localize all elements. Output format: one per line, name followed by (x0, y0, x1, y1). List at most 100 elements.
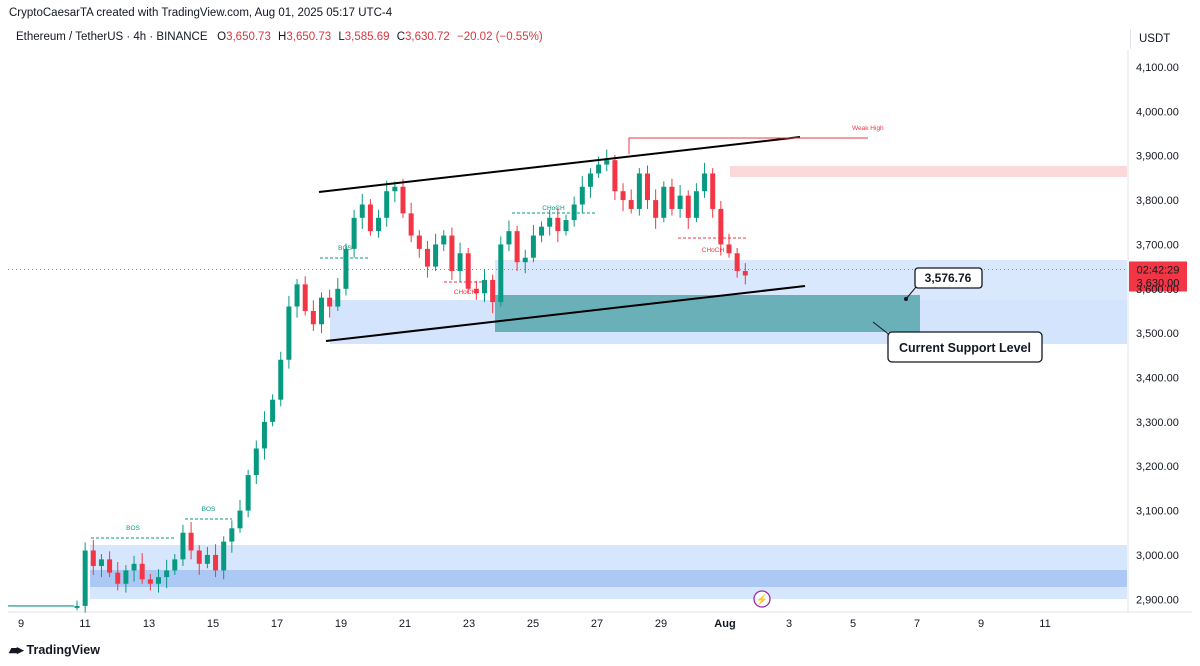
candle-body (416, 235, 422, 249)
y-tick-label: 3,700.00 (1136, 239, 1179, 251)
x-tick-label: 13 (143, 618, 155, 630)
candle-body (547, 217, 553, 227)
callout-anchor (904, 297, 908, 301)
candle-body (384, 191, 390, 218)
x-tick-label: 7 (914, 618, 920, 630)
candle-body (441, 235, 447, 245)
candle-body (82, 550, 88, 606)
candle-body (172, 559, 178, 571)
candle-body (237, 510, 243, 529)
high-label: H (278, 31, 287, 43)
candle-body (294, 284, 300, 307)
candle-body (718, 208, 724, 245)
candle-body (310, 310, 316, 325)
x-tick-label: 5 (850, 618, 856, 630)
candle-body (367, 204, 373, 232)
candle-body (335, 288, 341, 307)
candle-body (693, 191, 699, 218)
support-callout[interactable]: 3,576.76 (904, 267, 983, 301)
candle-body (319, 297, 324, 325)
x-tick-label: 11 (79, 618, 90, 630)
candle-body (645, 173, 650, 201)
candle-body (123, 570, 129, 584)
candle-body (653, 200, 659, 218)
weak-high-line[interactable] (628, 137, 868, 154)
upper-trendline[interactable] (318, 136, 801, 193)
y-tick-label: 3,600.00 (1136, 284, 1179, 296)
x-tick-label: 11 (1039, 618, 1050, 630)
x-tick-label: 27 (591, 618, 603, 630)
lower-trendline[interactable] (325, 285, 806, 342)
y-tick-label: 3,000.00 (1136, 550, 1179, 562)
candle-body (604, 160, 610, 165)
open-label: O (217, 31, 227, 43)
candle-body (465, 253, 471, 289)
candle-body (563, 220, 569, 232)
supply-zone (730, 166, 1127, 177)
candle-body (245, 475, 251, 511)
candle-body (612, 160, 618, 192)
y-tick-label: 4,100.00 (1136, 62, 1179, 74)
candle-body (734, 253, 740, 272)
candle-body (253, 448, 259, 476)
close-label: C (396, 31, 406, 43)
candle-body (351, 217, 357, 249)
candle-body (522, 257, 528, 263)
candle-body (376, 217, 382, 232)
candle-body (473, 288, 479, 294)
candle-body (539, 226, 545, 236)
high-value: 3,650.73 (286, 31, 332, 43)
bos-marker: BOS (202, 506, 216, 513)
candle-body (636, 173, 642, 209)
candle-body (433, 244, 439, 267)
tradingview-logo-icon: ▰▸ (9, 642, 23, 657)
candle-body (742, 271, 748, 276)
tradingview-brand[interactable]: ▰▸ TradingView (9, 642, 100, 658)
y-tick-label: 3,200.00 (1136, 461, 1179, 473)
currency-selector[interactable]: USDT (1130, 29, 1192, 49)
candle-body (482, 279, 487, 294)
candle-body (424, 248, 430, 267)
bos-marker: BOS (338, 245, 352, 252)
candle-body (392, 186, 398, 192)
symbol-name[interactable]: Ethereum / TetherUS · 4h · BINANCE (16, 31, 208, 43)
price-label[interactable]: 02:42:293,630.00 (1129, 261, 1187, 292)
x-tick-label: 19 (335, 618, 347, 630)
candle-body (229, 528, 235, 542)
y-tick-label: 3,300.00 (1136, 417, 1179, 429)
event-icon[interactable]: ⚡ (753, 590, 771, 608)
x-tick-label: 21 (399, 618, 411, 630)
candle-body (555, 217, 561, 232)
candle-body (514, 231, 520, 263)
low-value: 3,585.69 (344, 31, 390, 43)
y-tick-label: 3,800.00 (1136, 195, 1179, 207)
current-support-callout[interactable]: Current Support Level (872, 321, 1043, 363)
demand-zone-bottom-core (90, 570, 1127, 587)
candle-body (579, 186, 585, 205)
candle-body (261, 421, 267, 449)
candle-body (620, 191, 626, 201)
candle-body (449, 235, 455, 272)
candle-body (490, 279, 496, 303)
callout-text: Current Support Level (899, 341, 1031, 355)
candle-body (530, 235, 536, 258)
chart-caption: CryptoCaesarTA created with TradingView.… (9, 7, 393, 19)
countdown-label: 02:42:29 (1137, 264, 1180, 276)
open-value: 3,650.73 (226, 31, 271, 43)
demand-zone-upper (495, 260, 1127, 300)
x-tick-label: 15 (207, 618, 219, 630)
candle-body (702, 173, 708, 192)
callout-value: 3,576.76 (925, 271, 972, 285)
candle-body (498, 244, 504, 303)
candle-body (286, 306, 292, 360)
x-tick-label: 9 (978, 618, 984, 630)
candle-body (156, 577, 161, 584)
brand-label: TradingView (26, 643, 100, 657)
candle-body (278, 359, 284, 400)
candle-body (710, 173, 716, 209)
symbol-legend[interactable]: Ethereum / TetherUS · 4h · BINANCE O3,65… (16, 31, 547, 43)
candle-body (685, 195, 691, 218)
candle-body (139, 563, 145, 580)
candle-body (327, 297, 333, 307)
